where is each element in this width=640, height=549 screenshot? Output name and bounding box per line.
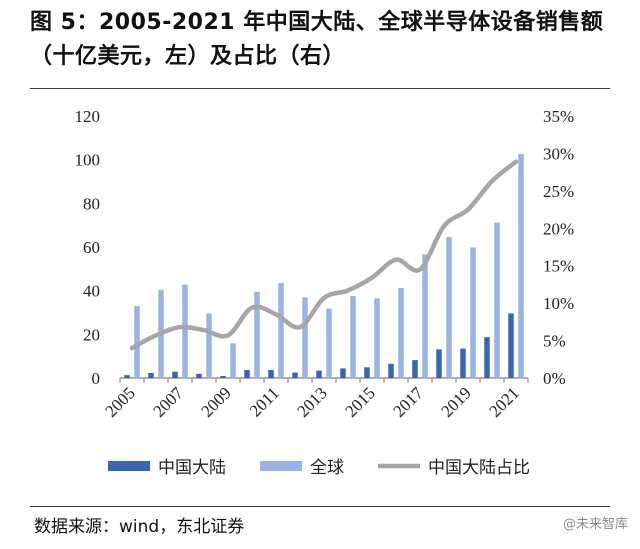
chart-legend: 中国大陆 全球 中国大陆占比 bbox=[108, 458, 530, 478]
global-bar bbox=[350, 296, 356, 378]
global-bar bbox=[302, 297, 308, 378]
source-divider bbox=[30, 506, 610, 507]
source-note: 数据来源：wind，东北证券 bbox=[34, 517, 245, 537]
x-tick-label: 2015 bbox=[341, 383, 378, 420]
china-bar bbox=[148, 372, 154, 378]
global-bar bbox=[230, 343, 236, 378]
left-tick-label: 0 bbox=[92, 369, 101, 388]
legend-china-label: 中国大陆 bbox=[158, 458, 226, 478]
legend-global-label: 全球 bbox=[310, 458, 344, 478]
global-bar bbox=[494, 222, 500, 378]
chart: 0 20 40 60 80 100 120 0% 5% 10% 15% 20% 25% 30% 35% 200… bbox=[75, 107, 575, 478]
x-tick-label: 2011 bbox=[246, 383, 283, 420]
chart-line bbox=[129, 159, 519, 351]
global-bar bbox=[326, 308, 332, 378]
left-tick-label: 20 bbox=[83, 325, 100, 344]
global-bar bbox=[398, 288, 404, 378]
left-tick-label: 60 bbox=[83, 238, 100, 257]
legend-china-swatch bbox=[108, 461, 150, 471]
x-tick-label: 2021 bbox=[485, 383, 522, 420]
right-tick-label: 0% bbox=[543, 369, 566, 388]
chart-title: 图 5：2005-2021 年中国大陆、全球半导体设备销售额（十亿美元，左）及占… bbox=[30, 10, 604, 69]
left-tick-label: 80 bbox=[83, 194, 100, 213]
china-bar bbox=[484, 337, 490, 378]
x-tick-label: 2013 bbox=[293, 383, 330, 420]
left-tick-label: 40 bbox=[83, 282, 100, 301]
right-tick-label: 25% bbox=[543, 182, 574, 201]
x-tick-label: 2007 bbox=[149, 383, 187, 421]
share-line bbox=[129, 159, 519, 351]
right-tick-label: 30% bbox=[543, 144, 574, 163]
china-bar bbox=[364, 367, 370, 378]
global-bar bbox=[254, 291, 260, 378]
china-bar bbox=[196, 373, 202, 378]
left-tick-label: 120 bbox=[75, 107, 101, 126]
china-bar bbox=[292, 372, 298, 378]
right-tick-label: 35% bbox=[543, 107, 574, 126]
right-tick-label: 15% bbox=[543, 257, 574, 276]
legend-global-swatch bbox=[260, 461, 302, 471]
china-bar bbox=[316, 370, 322, 378]
x-tick-label: 2019 bbox=[437, 383, 474, 420]
china-bar bbox=[460, 348, 466, 378]
title-divider bbox=[30, 88, 610, 89]
right-tick-label: 10% bbox=[543, 294, 574, 313]
china-bar bbox=[124, 375, 130, 378]
global-bar bbox=[518, 153, 524, 378]
china-bar bbox=[220, 376, 226, 378]
legend-share-label: 中国大陆占比 bbox=[428, 458, 530, 478]
chart-bars bbox=[124, 153, 524, 378]
global-bar bbox=[422, 254, 428, 378]
watermark: @未来智库 bbox=[562, 517, 628, 532]
right-tick-label: 20% bbox=[543, 219, 574, 238]
global-bar bbox=[206, 313, 212, 378]
right-tick-label: 5% bbox=[543, 332, 566, 351]
china-bar bbox=[172, 371, 178, 378]
global-bar bbox=[446, 237, 452, 378]
x-tick-label: 2009 bbox=[197, 383, 234, 420]
china-bar bbox=[268, 369, 274, 378]
global-bar bbox=[182, 284, 188, 378]
x-tick-label: 2017 bbox=[389, 383, 427, 421]
global-bar bbox=[134, 306, 140, 378]
china-bar bbox=[244, 369, 250, 378]
global-bar bbox=[470, 247, 476, 378]
global-bar bbox=[278, 283, 284, 378]
x-tick-label: 2005 bbox=[101, 383, 138, 420]
china-bar bbox=[436, 349, 442, 378]
global-bar bbox=[374, 298, 380, 378]
china-bar bbox=[412, 360, 418, 378]
left-tick-label: 100 bbox=[75, 151, 101, 170]
china-bar bbox=[388, 363, 394, 378]
china-bar bbox=[340, 368, 346, 378]
china-bar bbox=[508, 313, 514, 378]
